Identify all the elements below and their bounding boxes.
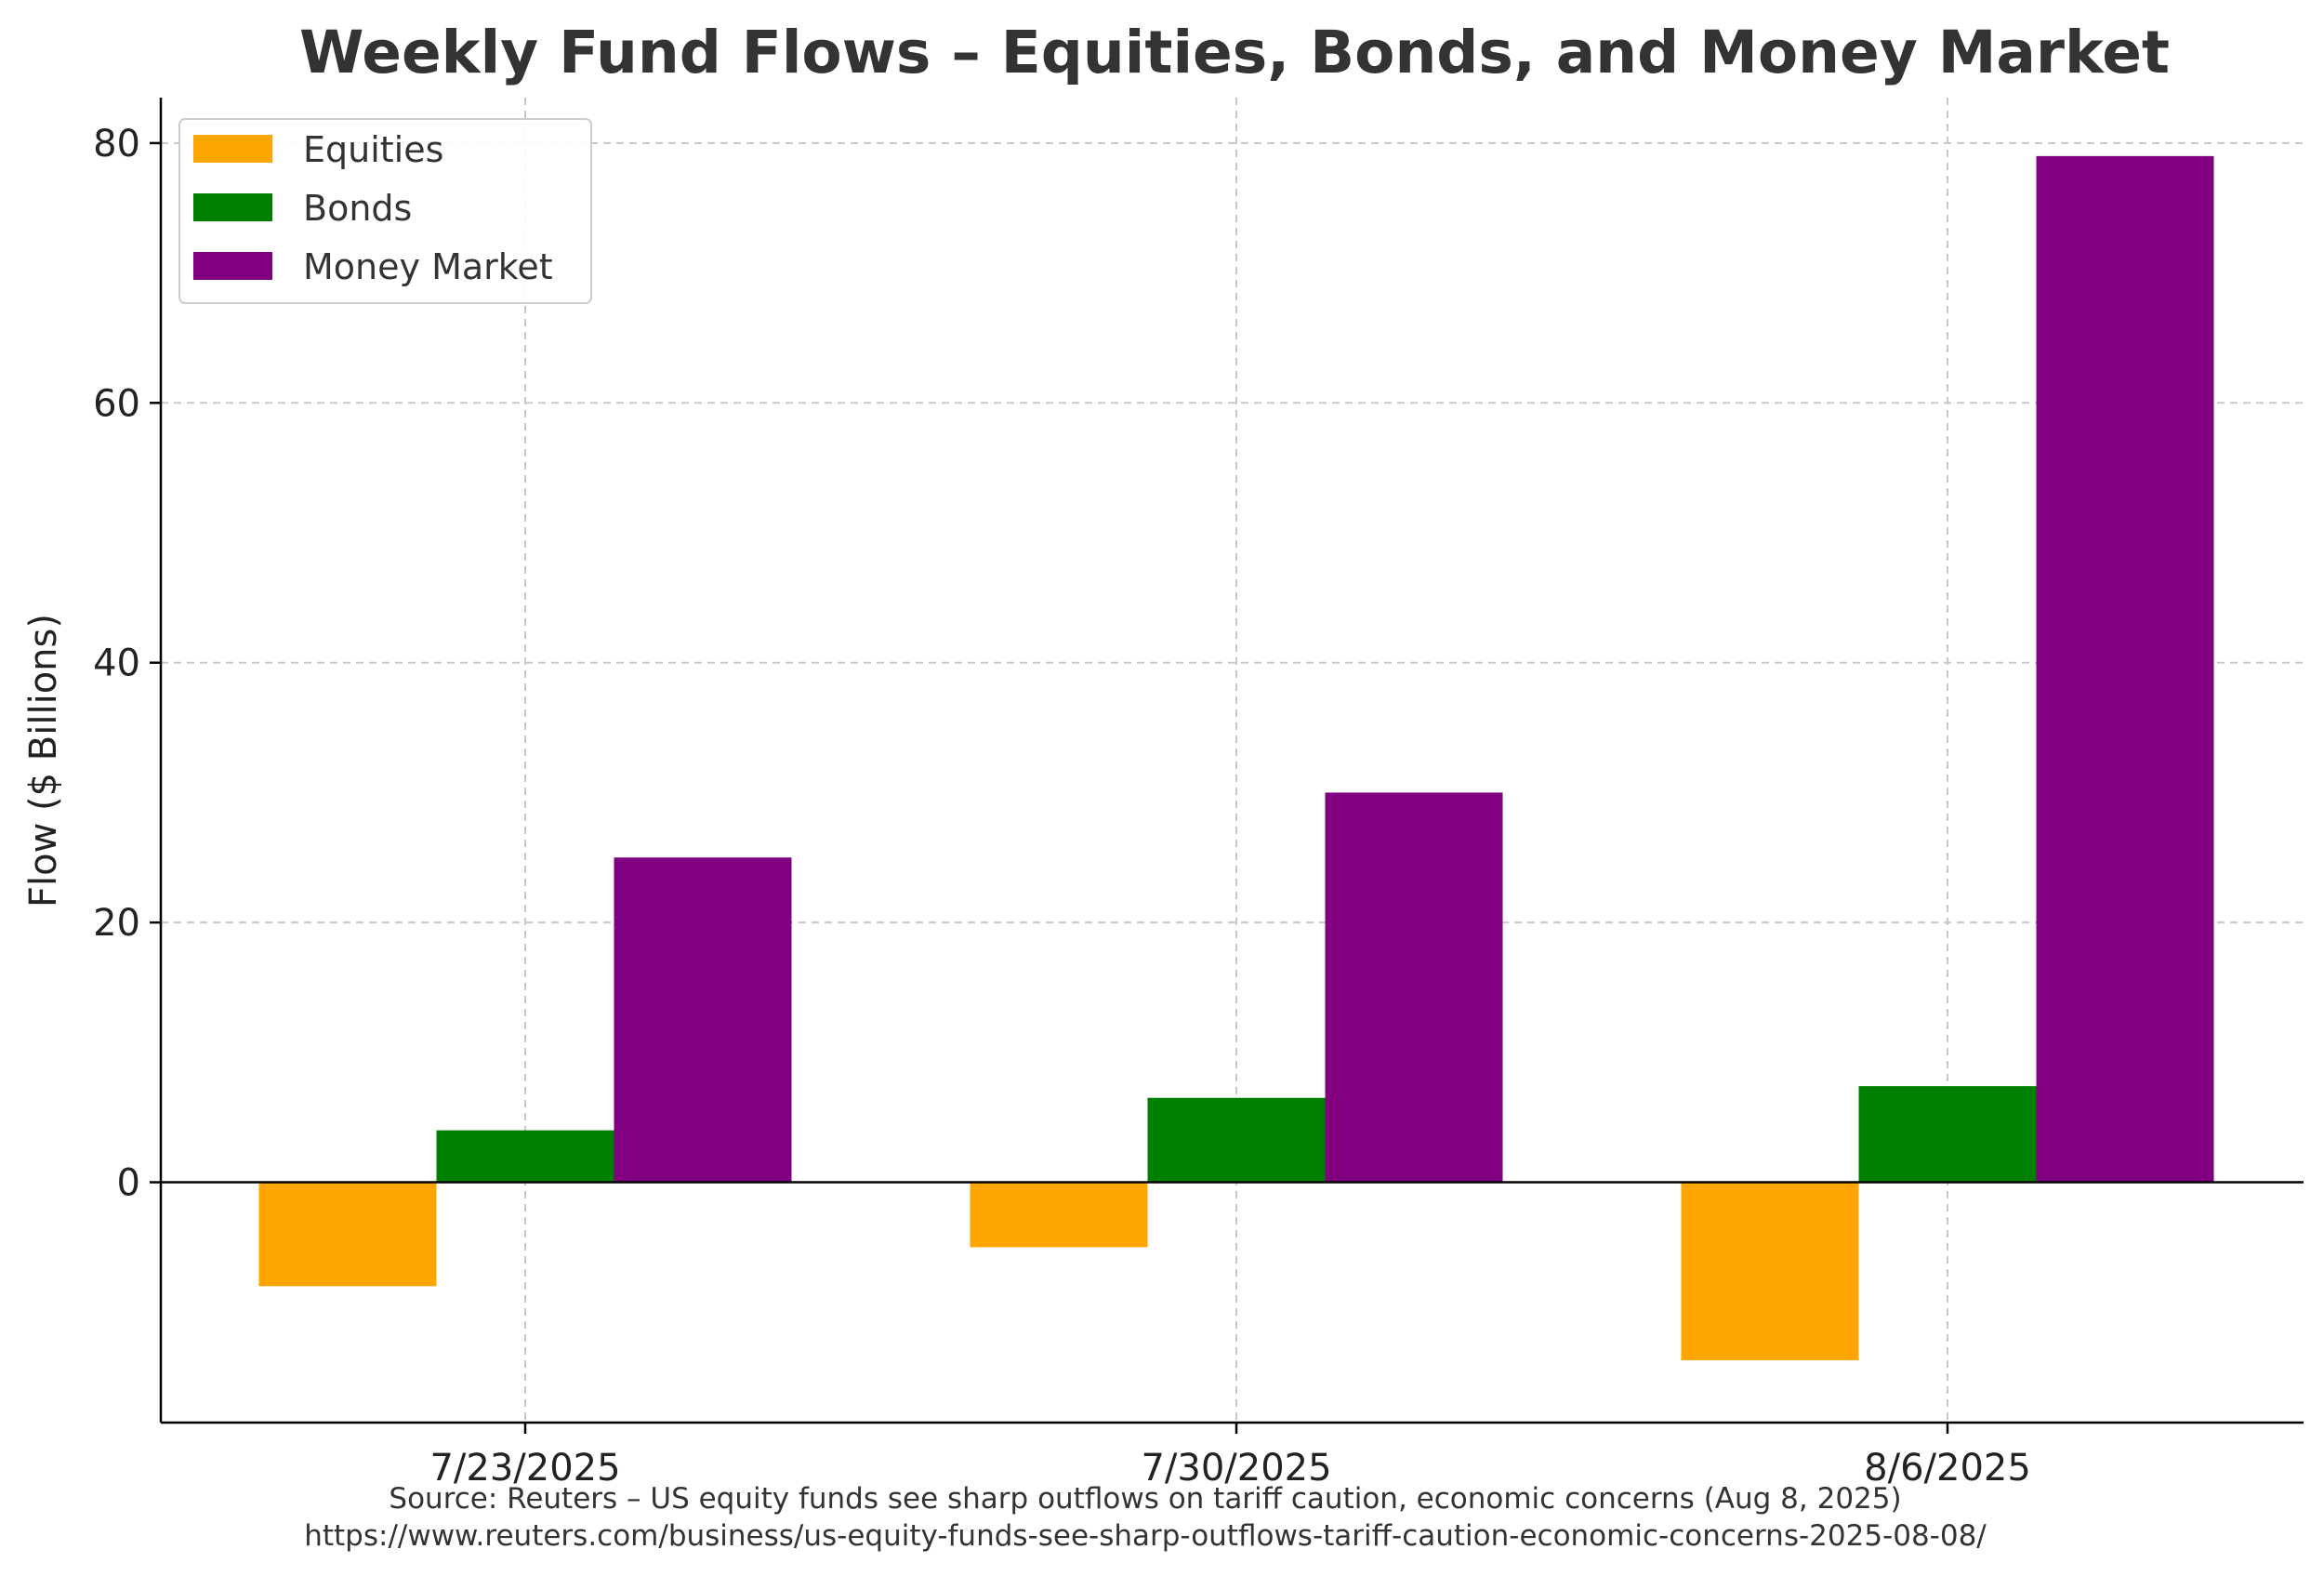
bar-bonds (1147, 1097, 1326, 1183)
x-tick-label: 7/30/2025 (1141, 1447, 1331, 1490)
bar-money-market (2036, 155, 2214, 1183)
legend-label: Money Market (303, 246, 553, 287)
source-url: https://www.reuters.com/business/us-equi… (304, 1519, 1987, 1553)
y-tick-label: 40 (93, 642, 140, 685)
x-tick-label: 8/6/2025 (1864, 1447, 2031, 1490)
y-tick-label: 80 (93, 123, 140, 166)
y-tick-label: 0 (117, 1162, 140, 1205)
bar-equities (1681, 1182, 1859, 1360)
bar-money-market (614, 857, 792, 1183)
legend-swatch-money-market (193, 252, 272, 280)
bar-equities (258, 1182, 437, 1287)
legend-box (178, 118, 592, 304)
y-tick-label: 60 (93, 382, 140, 425)
legend-label: Equities (303, 129, 443, 170)
y-axis-label: Flow ($ Billions) (22, 614, 65, 907)
bar-equities (970, 1182, 1148, 1248)
x-tick-label: 7/23/2025 (429, 1447, 620, 1490)
y-tick-label: 20 (93, 902, 140, 945)
bar-bonds (436, 1130, 614, 1183)
legend-swatch-bonds (193, 193, 272, 221)
bar-bonds (1858, 1086, 2037, 1183)
legend-swatch-equities (193, 135, 272, 163)
bar-money-market (1325, 792, 1503, 1183)
bars (258, 155, 2214, 1360)
tick-labels: 0 20 40 60 80 7/23/2025 7/30/2025 8/6/2025 (93, 123, 2031, 1490)
legend-label: Bonds (303, 188, 412, 229)
chart-title: Weekly Fund Flows – Equities, Bonds, and… (299, 19, 2170, 86)
source-citation: Source: Reuters – US equity funds see sh… (389, 1482, 1901, 1516)
legend: Equities Bonds Money Market (178, 118, 592, 304)
